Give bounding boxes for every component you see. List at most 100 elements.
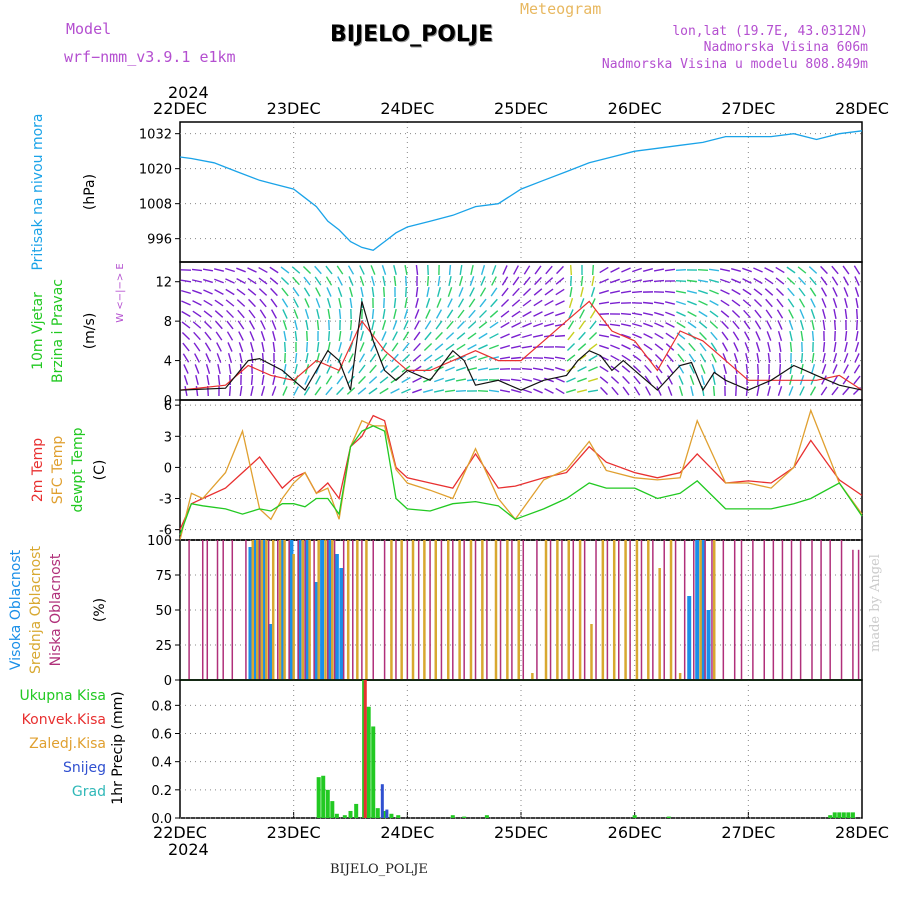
wind-barb — [346, 387, 356, 395]
wind-barb — [215, 331, 223, 341]
wind-barb — [731, 288, 741, 296]
wind-barb — [226, 309, 234, 319]
wind-barb — [403, 309, 409, 319]
wind-barb — [192, 289, 202, 295]
wind-barb — [654, 332, 664, 340]
wind-barb — [743, 320, 751, 330]
cloud-bar-mid — [531, 673, 534, 680]
wind-barb — [775, 266, 785, 274]
precip-bar-total — [450, 815, 455, 818]
wind-barb — [314, 375, 322, 385]
cloud-bar-low — [752, 540, 754, 680]
cloud-bar-high — [339, 568, 344, 680]
wind-barb — [260, 386, 266, 396]
wind-barb — [272, 330, 276, 342]
wind-barb — [709, 321, 719, 329]
wind-barb — [599, 344, 609, 350]
wind-barb — [632, 365, 642, 373]
precip-bar-total — [325, 789, 330, 818]
cloud-bar-low — [781, 540, 784, 680]
wind-barb — [833, 308, 837, 320]
cloud-bar-mid — [356, 540, 359, 680]
wind-barb — [327, 341, 331, 353]
wind-barb — [676, 311, 686, 317]
wind-barb — [193, 331, 201, 341]
wind-barb — [843, 364, 849, 374]
cloud-bar-mid — [567, 540, 570, 680]
wind-barb — [479, 298, 487, 308]
wind-barb — [688, 342, 696, 352]
wind-barb — [412, 388, 422, 394]
cloud-bar-low — [440, 540, 443, 680]
wind-barb — [555, 277, 565, 285]
wind-barb — [756, 352, 760, 364]
precip-bar-total — [828, 815, 833, 818]
wind-barb — [765, 309, 773, 319]
wind-barb — [250, 385, 254, 397]
wind-barb — [755, 331, 761, 341]
station-title: BIJELO_POLJE — [330, 22, 494, 47]
wind-barb — [511, 322, 521, 328]
wind-barb — [499, 389, 511, 393]
wind-barb — [797, 266, 807, 274]
wind-barb — [711, 353, 717, 363]
wind-barb — [369, 364, 377, 374]
wind-barb — [567, 331, 575, 341]
wind-barb — [336, 375, 344, 385]
wind-barb — [415, 286, 419, 298]
wind-barb — [699, 342, 707, 352]
wind-barb — [766, 320, 772, 330]
wind-barb — [280, 266, 290, 274]
wind-barb — [238, 342, 244, 352]
wind-barb — [644, 364, 652, 374]
wind-barb — [380, 353, 388, 363]
cloud-bar-mid — [434, 540, 437, 680]
wind-barb — [501, 287, 509, 297]
wind-barb — [589, 309, 597, 319]
wind-barb — [566, 377, 576, 383]
wind-barb — [742, 267, 752, 273]
cloud-bar-low — [429, 540, 431, 680]
cloud-bar-high — [297, 540, 302, 680]
wind-barb — [488, 389, 500, 393]
wind-barb — [381, 320, 387, 330]
wind-barb — [631, 279, 643, 283]
wind-barb — [645, 386, 651, 396]
wind-barb — [821, 308, 827, 320]
wind-barb — [338, 330, 342, 342]
wind-barb — [270, 287, 278, 297]
wind-barb — [455, 378, 467, 382]
wind-barb — [192, 300, 202, 306]
wind-barb — [500, 298, 510, 308]
wind-barb — [578, 320, 586, 330]
wind-barb — [621, 333, 631, 339]
cloud-bar-low — [763, 540, 765, 680]
wind-barb — [422, 388, 434, 394]
y-tick-label: 0 — [164, 394, 172, 409]
cloud-bar-low — [188, 540, 190, 680]
wind-barb — [392, 320, 398, 330]
wind-barb — [424, 320, 432, 330]
wind-barb — [248, 320, 256, 330]
wind-barb — [314, 276, 322, 286]
wind-barb — [293, 309, 299, 319]
wind-barb — [500, 310, 510, 318]
wind-barb — [511, 333, 521, 339]
wind-barb — [250, 352, 254, 364]
wind-barb — [709, 310, 719, 318]
wind-barb — [247, 288, 257, 296]
wind-barb — [347, 375, 355, 385]
wind-barb — [720, 278, 730, 284]
wind-barb — [622, 386, 630, 396]
wind-barb — [831, 276, 839, 286]
wind-barb — [591, 264, 595, 276]
wind-barb — [588, 377, 598, 383]
y-tick-label: 1032 — [139, 128, 172, 143]
wind-barb — [621, 365, 631, 373]
cloud-bar-low — [683, 540, 686, 680]
y-tick-label: 3 — [164, 430, 172, 445]
wind-barb — [555, 288, 565, 296]
wind-barb — [336, 265, 344, 275]
wind-barb — [281, 287, 289, 297]
wind-barb — [710, 331, 718, 341]
